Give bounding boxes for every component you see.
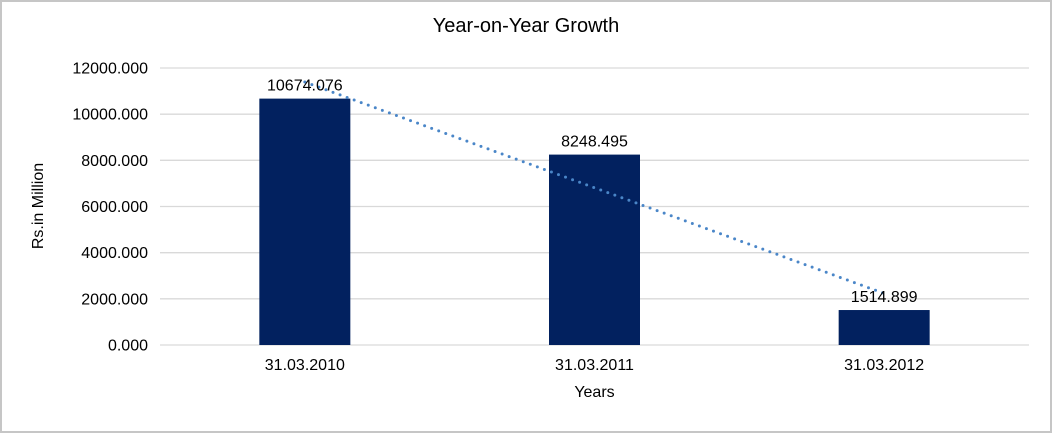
- y-tick-label: 4000.000: [81, 245, 148, 262]
- data-label: 8248.495: [561, 134, 628, 151]
- y-tick-label: 10000.000: [72, 107, 148, 124]
- y-tick-label: 2000.000: [81, 291, 148, 308]
- bar: [259, 98, 351, 345]
- x-tick-label: 31.03.2010: [265, 357, 345, 374]
- chart-title: Year-on-Year Growth: [432, 15, 620, 37]
- data-label: 10674.076: [267, 78, 343, 95]
- x-tick-label: 31.03.2012: [844, 357, 924, 374]
- y-tick-label: 0.000: [108, 338, 148, 355]
- trendline: [303, 80, 886, 295]
- data-label: 1514.899: [851, 289, 918, 306]
- bar: [549, 154, 640, 345]
- y-tick-label: 12000.000: [72, 61, 148, 78]
- x-tick-label: 31.03.2011: [555, 357, 634, 374]
- y-axis-title: Rs.in Million: [30, 162, 47, 250]
- y-tick-label: 6000.000: [81, 199, 148, 216]
- x-axis-title: Years: [574, 384, 615, 401]
- bar: [838, 310, 930, 345]
- y-tick-label: 8000.000: [81, 153, 148, 170]
